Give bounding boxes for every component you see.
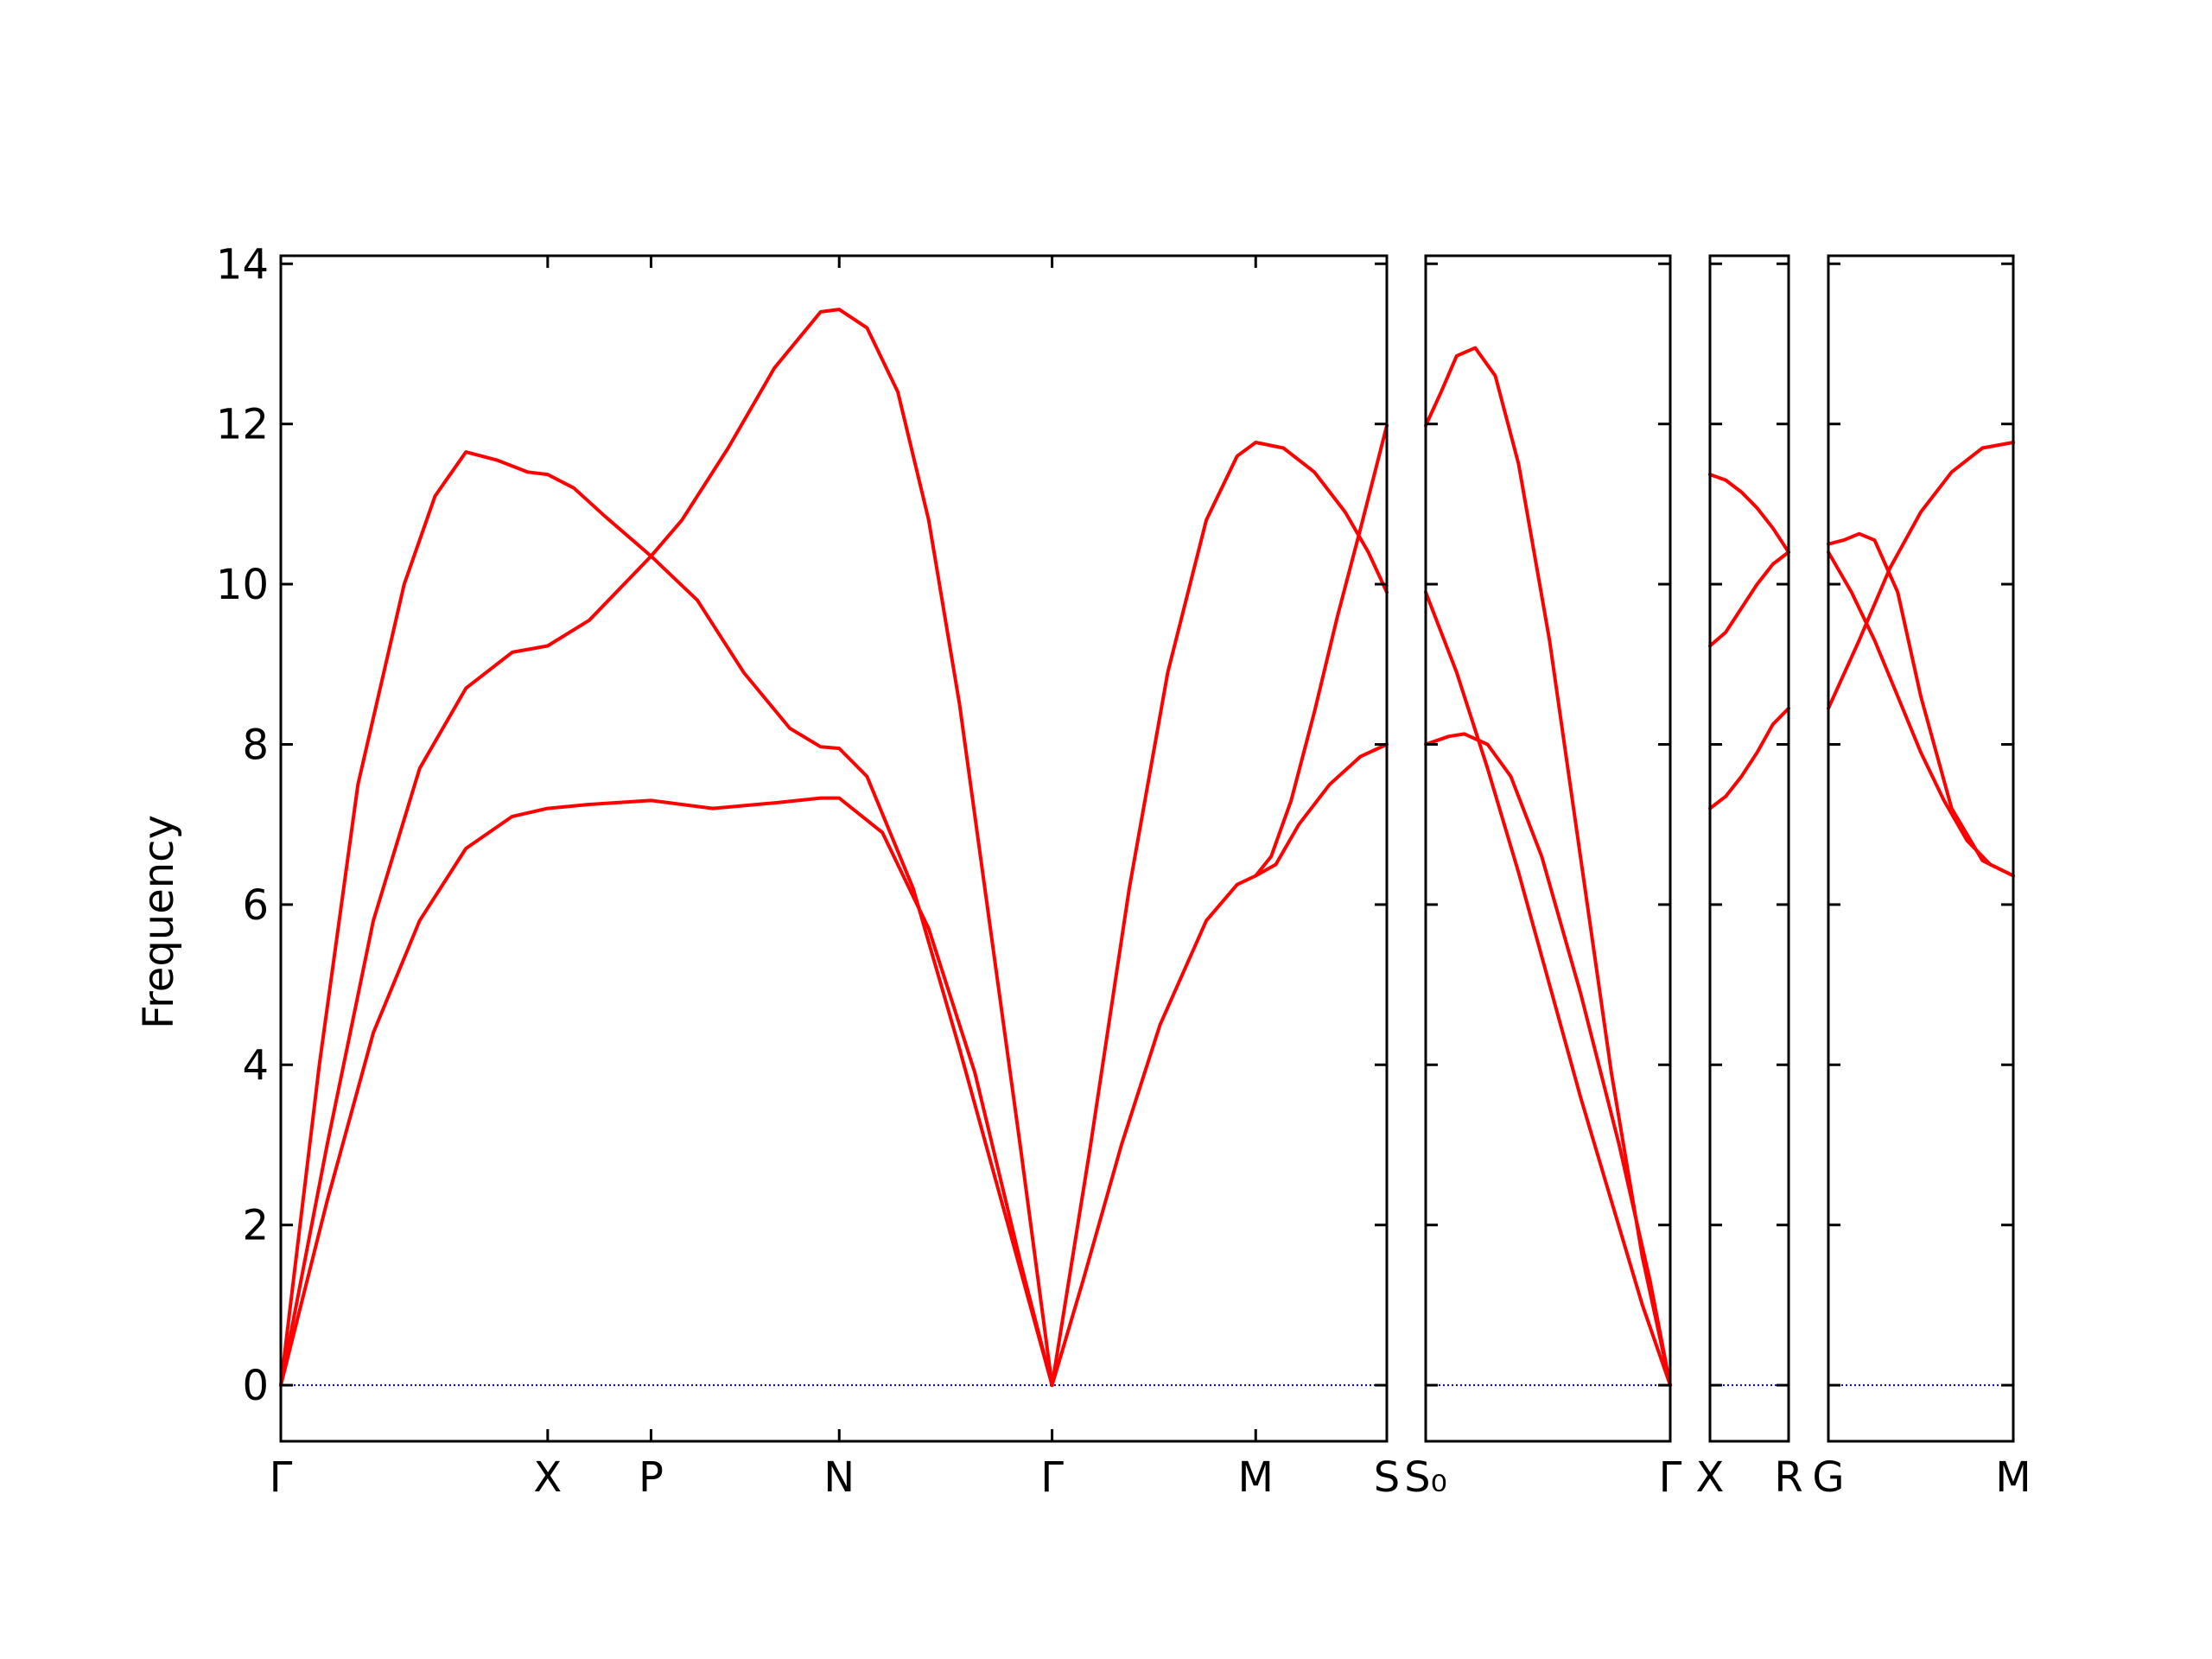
x-tick-label: S <box>1374 1453 1400 1502</box>
x-tick-label: X <box>533 1453 562 1502</box>
band-2 <box>1424 590 1672 1388</box>
panel-2: S₀ Γ <box>1404 254 1682 1502</box>
panel-frame <box>1424 254 1672 1443</box>
x-tick-label: Γ <box>1040 1453 1064 1502</box>
x-tick-label: Γ <box>1659 1453 1682 1502</box>
panel-1: 0 2 4 6 8 10 12 14 Γ X P N Γ M S <box>216 240 1400 1502</box>
x-tick-label: Γ <box>270 1453 293 1502</box>
band-5 <box>1050 742 1389 1388</box>
band-1 <box>1424 346 1672 1388</box>
x-tick-label: R <box>1774 1453 1802 1502</box>
band-4 <box>1050 441 1389 1388</box>
band-1 <box>1708 473 1790 554</box>
y-tick-label: 8 <box>242 721 269 769</box>
band-3 <box>1424 732 1672 1388</box>
band-1 <box>279 450 1054 1388</box>
x-tick-label: M <box>1238 1453 1274 1502</box>
x-tick-label: G <box>1812 1453 1844 1502</box>
x-tick-label: N <box>823 1453 855 1502</box>
y-axis-label: Frequency <box>135 815 183 1029</box>
y-tick-label: 2 <box>242 1202 269 1250</box>
band-2 <box>1708 550 1790 648</box>
x-tick-label: X <box>1696 1453 1725 1502</box>
y-tick-label: 0 <box>242 1362 269 1410</box>
x-tick-label: M <box>1995 1453 2031 1502</box>
x-tick-label: P <box>639 1453 664 1502</box>
panel-frame <box>1827 254 2015 1443</box>
y-tick-label: 14 <box>216 240 269 289</box>
y-tick-label: 6 <box>242 881 269 930</box>
y-tick-label: 12 <box>216 401 269 449</box>
band-6 <box>1254 423 1389 878</box>
band-3 <box>279 796 1054 1388</box>
x-tick-label: S₀ <box>1404 1453 1447 1502</box>
y-tick-label: 10 <box>216 561 269 609</box>
band-2 <box>279 308 1054 1388</box>
y-tick-label: 4 <box>242 1041 269 1090</box>
band-3 <box>1827 441 2015 710</box>
panel-frame <box>1708 254 1790 1443</box>
panel-frame <box>279 254 1389 1443</box>
band-2 <box>1827 550 2015 878</box>
band-3 <box>1708 706 1790 810</box>
band-1 <box>1827 531 2015 878</box>
